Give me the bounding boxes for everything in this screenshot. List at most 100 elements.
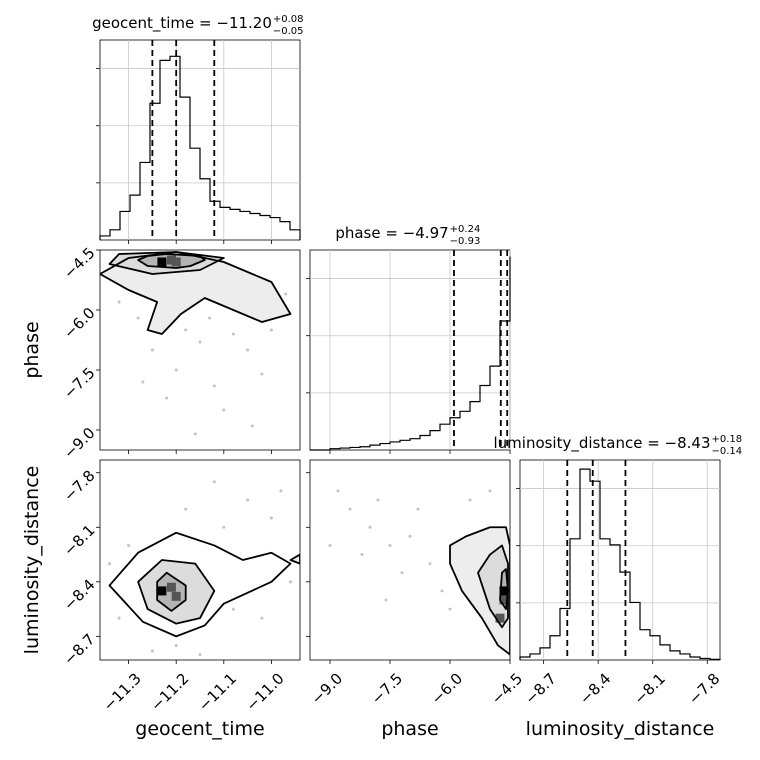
contour-line [137,559,216,625]
title-lower-luminosity_distance: −0.14 [712,446,743,457]
title-upper-phase: +0.24 [450,224,481,235]
scatter-point [231,607,235,611]
x-tick-label: −11.2 [147,670,192,715]
scatter-point [260,616,264,620]
scatter-point [328,543,332,547]
scatter-point [348,507,352,511]
contour-line [100,251,292,335]
y-axis-label-phase: phase [21,321,43,378]
y-tick-label: −7.5 [60,364,98,402]
panel-frame [99,459,301,661]
title-upper-luminosity_distance: +0.18 [712,434,743,445]
x-axis-label-luminosity_distance: luminosity_distance [526,718,715,740]
scatter-point [208,316,212,320]
density-peak [157,586,167,596]
density-peak [166,582,176,592]
y-tick-label: −6.0 [60,304,98,342]
scatter-point [388,543,392,547]
contour-line [289,553,300,565]
contour-line [477,544,509,629]
contour-fill [157,572,186,611]
scatter-point [165,396,169,400]
x-tick-label: −9.0 [308,670,346,708]
x-tick-label: −7.5 [368,670,406,708]
title-lower-geocent_time: −0.05 [273,26,304,37]
density-peak [171,257,181,267]
scatter-point [198,653,202,657]
scatter-point [108,562,112,566]
scatter-point [408,534,412,538]
scatter-point [336,489,340,493]
x-tick-label: −6.0 [428,670,466,708]
y-tick-label: −8.7 [60,630,98,668]
scatter-point [212,384,216,388]
contour-line [499,568,509,610]
scatter-point [468,498,472,502]
contour-line [449,526,510,656]
scatter-point [360,553,364,557]
y-tick-label: −8.4 [60,576,98,614]
scatter-point [117,300,121,304]
title-upper-geocent_time: +0.08 [273,14,304,25]
scatter-point [117,616,121,620]
scatter-point [260,372,264,376]
scatter-point [150,348,154,352]
x-tick-label: −8.1 [630,670,668,708]
panel-content [328,489,510,656]
scatter-point [440,589,444,593]
density-peak [166,255,176,265]
scatter-point [246,498,250,502]
x-axis-label-geocent_time: geocent_time [135,718,264,740]
scatter-point [150,649,154,653]
density-peak [157,257,167,267]
panel-hist-luminosity_distance: luminosity_distance = −8.43 +0.18−0.14 [493,434,742,664]
density-peak [499,595,509,605]
scatter-point [174,643,178,647]
scatter-point [127,543,131,547]
panel-hist-geocent_time: geocent_time = −11.20 +0.08−0.05 [92,14,304,244]
x-axis-label-phase: phase [381,718,438,740]
title-phase: phase = −4.97 [335,224,448,242]
histogram-step-geocent_time [99,55,301,240]
contour-fill [478,545,508,628]
panel-2d-phase-luminosity_distance [306,459,511,664]
panel-content [100,251,292,436]
panel-frame [309,249,511,451]
scatter-point [279,489,283,493]
histogram-step-phase [310,256,511,451]
panel-hist-phase: phase = −4.97 +0.24−0.93 [306,224,511,454]
x-tick-label: −11.1 [195,670,240,715]
scatter-point [368,525,372,529]
scatter-point [250,424,254,428]
scatter-point [269,516,273,520]
scatter-point [212,480,216,484]
scatter-point [400,571,404,575]
panel-2d-geocent_time-phase [96,249,301,454]
x-tick-label: −8.4 [576,670,614,708]
contour-line [137,253,206,269]
scatter-point [284,292,288,296]
x-tick-label: −11.3 [100,670,145,715]
scatter-point [184,328,188,332]
panel-frame [99,39,301,241]
y-tick-label: −7.8 [60,467,98,505]
contour-line [156,571,187,612]
scatter-point [193,432,197,436]
scatter-point [416,507,420,511]
scatter-point [269,328,273,332]
scatter-point [184,507,188,511]
histogram-step-luminosity_distance [519,468,721,660]
scatter-point [428,562,432,566]
scatter-point [174,368,178,372]
scatter-point [222,525,226,529]
scatter-point [488,489,492,493]
density-peak [171,591,181,601]
contour-line [108,531,292,638]
density-peak [495,613,505,623]
scatter-point [198,340,202,344]
panel-2d-geocent_time-luminosity_distance [96,459,301,664]
scatter-point [231,332,235,336]
scatter-point [376,498,380,502]
title-luminosity_distance: luminosity_distance = −8.43 [493,434,710,453]
